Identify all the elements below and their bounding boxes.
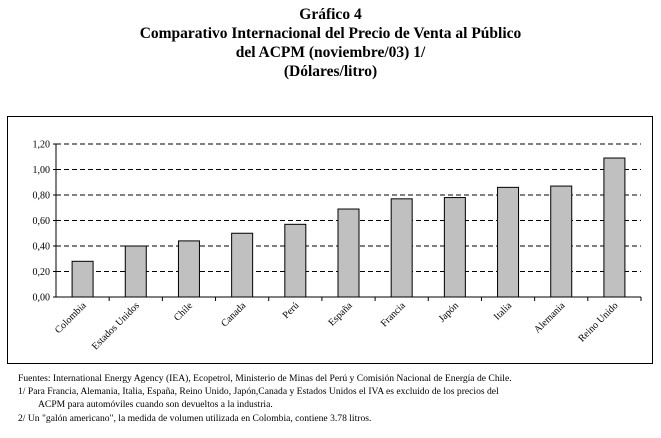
x-tick-label: Chile (172, 300, 195, 323)
x-tick-label: Japón (437, 300, 461, 324)
y-tick-label: 0,60 (33, 216, 51, 227)
bar-reino-unido (603, 157, 626, 298)
x-tick-label: Estados Unidos (90, 300, 142, 352)
footnote-1: 1/ Para Francia, Alemania, Italia, Españ… (18, 386, 499, 398)
bar-chart: 0,00 0,20 0,40 0,60 0,80 1,00 1,20 Colombia Esta… (33, 140, 642, 352)
y-tick-label: 1,00 (33, 165, 51, 176)
bar-colombia (71, 260, 94, 298)
x-tick-label: España (326, 300, 355, 329)
footnote-1-continued: ACPM para automóviles cuando son devuelt… (38, 399, 273, 411)
chart-title-block: Gráfico 4 Comparativo Internacional del … (0, 5, 661, 81)
y-tick-label: 0,40 (33, 242, 51, 253)
x-tick-label: Reino Unido (576, 300, 620, 344)
y-tick-label: 0,00 (33, 293, 51, 304)
x-tick-label: Francia (379, 300, 408, 329)
bar-perú (284, 223, 307, 298)
x-tick-label: Alemania (532, 300, 568, 336)
bar-alemania (550, 185, 573, 298)
y-tick-label: 0,20 (33, 267, 51, 278)
bar-estados-unidos (124, 245, 147, 298)
bar-japón (443, 197, 466, 298)
footnote-2: 2/ Un "galón americano", la medida de vo… (18, 412, 372, 424)
chart-number: Gráfico 4 (299, 6, 362, 23)
bar-canada (231, 232, 254, 298)
x-tick-label: Italia (492, 300, 515, 323)
bar-italia (497, 186, 520, 298)
x-tick-label: Perú (281, 300, 302, 321)
chart-subtitle: del ACPM (noviembre/03) 1/ (235, 44, 426, 61)
chart-title: Comparativo Internacional del Precio de … (139, 25, 522, 42)
sources-note: Fuentes: International Energy Agency (IE… (18, 373, 512, 384)
x-tick-label: Canada (219, 300, 248, 329)
y-tick-label: 0,80 (33, 191, 51, 202)
chart-frame: 0,00 0,20 0,40 0,60 0,80 1,00 1,20 Colombia Esta… (7, 116, 653, 364)
footnotes: Fuentes: International Energy Agency (IE… (18, 372, 658, 425)
x-tick-label: Colombia (53, 300, 89, 336)
bar-españa (337, 208, 360, 298)
bar-chile (177, 240, 200, 298)
bar-francia (390, 198, 413, 298)
chart-units: (Dólares/litro) (283, 63, 378, 80)
y-tick-label: 1,20 (33, 140, 51, 151)
